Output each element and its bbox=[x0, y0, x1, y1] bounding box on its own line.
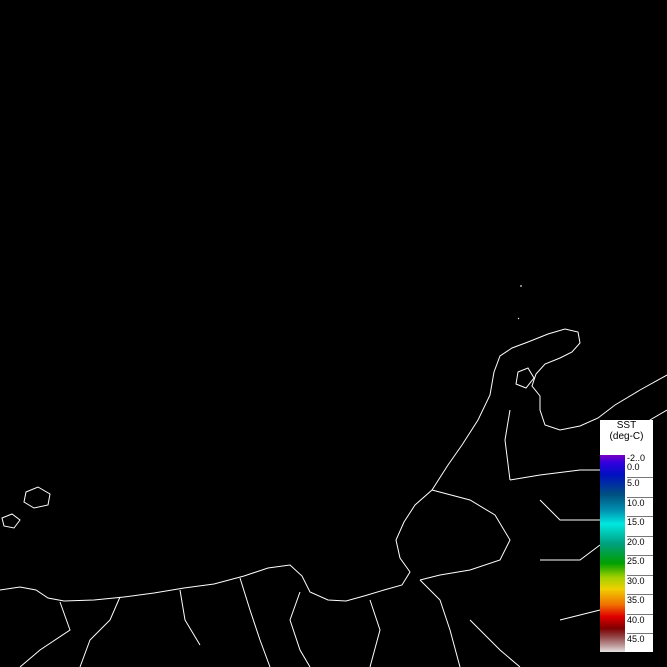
coastline-main bbox=[0, 328, 667, 602]
oki-island bbox=[23, 486, 51, 509]
legend-label: 40.0 bbox=[627, 614, 653, 625]
legend-label: 15.0 bbox=[627, 516, 653, 527]
islet bbox=[517, 317, 520, 320]
legend-unit: (deg-C) bbox=[609, 431, 644, 442]
legend-color-bar bbox=[600, 455, 625, 652]
legend-label: 0.0 bbox=[627, 462, 640, 472]
prefecture-borders bbox=[19, 409, 667, 667]
legend-label: 25.0 bbox=[627, 555, 653, 566]
legend-label: 20.0 bbox=[627, 536, 653, 547]
legend-label: 45.0 bbox=[627, 633, 653, 644]
legend-label: 10.0 bbox=[627, 497, 653, 508]
sst-legend: SST (deg-C) -2..0 0.0 5.0 10.0 15.0 20.0… bbox=[600, 420, 653, 652]
noto-inner-island bbox=[515, 367, 535, 389]
small-island bbox=[1, 513, 21, 529]
legend-label: 5.0 bbox=[627, 477, 653, 488]
legend-title: SST (deg-C) bbox=[600, 420, 653, 442]
legend-label: -2..0 bbox=[627, 453, 646, 463]
legend-label: 30.0 bbox=[627, 575, 653, 586]
legend-label: 35.0 bbox=[627, 594, 653, 605]
legend-title-text: SST bbox=[616, 420, 637, 431]
